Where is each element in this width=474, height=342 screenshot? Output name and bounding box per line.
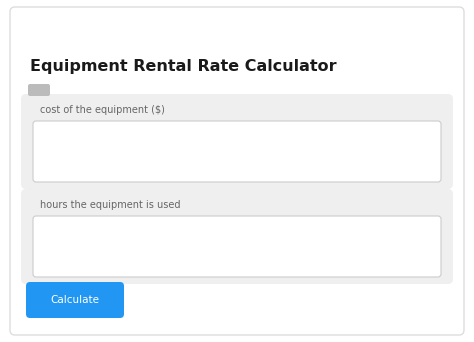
Text: hours the equipment is used: hours the equipment is used: [40, 200, 181, 210]
FancyBboxPatch shape: [33, 216, 441, 277]
FancyBboxPatch shape: [21, 94, 453, 189]
FancyBboxPatch shape: [21, 189, 453, 284]
Text: Calculate: Calculate: [51, 295, 100, 305]
FancyBboxPatch shape: [28, 84, 50, 96]
FancyBboxPatch shape: [10, 7, 464, 335]
Text: Equipment Rental Rate Calculator: Equipment Rental Rate Calculator: [30, 60, 337, 75]
FancyBboxPatch shape: [26, 282, 124, 318]
FancyBboxPatch shape: [33, 121, 441, 182]
Text: cost of the equipment ($): cost of the equipment ($): [40, 105, 165, 115]
